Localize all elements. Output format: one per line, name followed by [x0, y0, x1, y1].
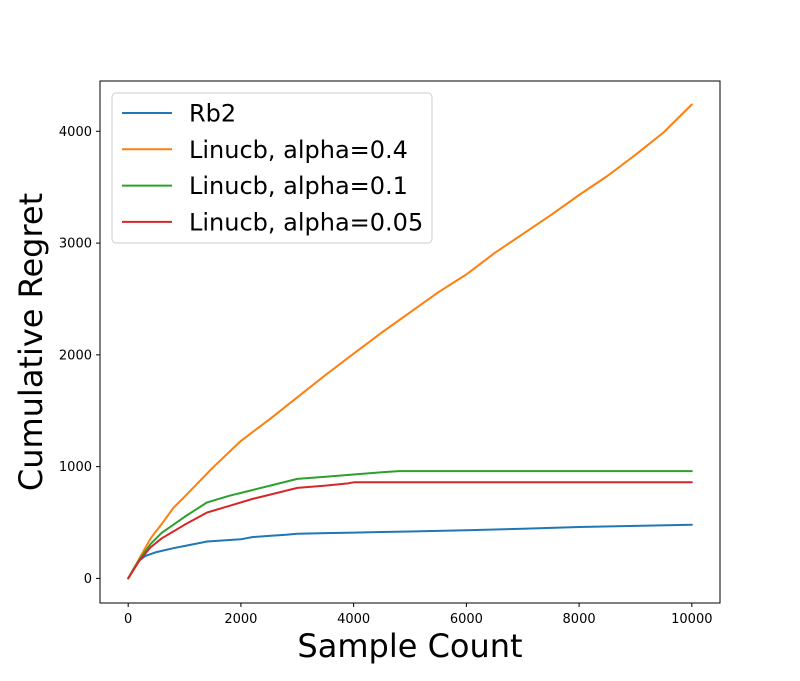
y-tick-label-4: 4000: [59, 125, 92, 140]
x-tick-label-3: 6000: [450, 612, 483, 627]
legend-label-0: Rb2: [189, 100, 236, 128]
y-tick-label-0: 0: [84, 572, 92, 587]
x-tick-label-0: 0: [124, 612, 132, 627]
y-axis-label: Cumulative Regret: [12, 193, 50, 491]
x-axis-ticks: 0 2000 4000 6000 8000 10000: [124, 603, 712, 627]
y-tick-label-1: 1000: [59, 460, 92, 475]
x-tick-label-5: 10000: [671, 612, 712, 627]
x-tick-label-2: 4000: [337, 612, 370, 627]
series-layer: [127, 103, 693, 580]
series-line-3: [127, 481, 693, 580]
legend-label-1: Linucb, alpha=0.4: [189, 136, 408, 164]
y-tick-label-3: 3000: [59, 237, 92, 252]
series-line-1: [127, 103, 693, 580]
series-line-2: [127, 470, 693, 580]
legend-label-2: Linucb, alpha=0.1: [189, 172, 408, 200]
x-tick-label-4: 8000: [563, 612, 596, 627]
y-axis-ticks: 0 1000 2000 3000 4000: [59, 125, 100, 587]
legend-box: [111, 92, 433, 244]
plot-frame: [99, 80, 721, 604]
x-axis-label: Sample Count: [297, 627, 522, 665]
x-tick-label-1: 2000: [224, 612, 257, 627]
legend: Rb2 Linucb, alpha=0.4 Linucb, alpha=0.1 Lin…: [111, 92, 433, 244]
legend-label-3: Linucb, alpha=0.05: [189, 208, 423, 236]
series-line-0: [127, 523, 693, 580]
y-tick-label-2: 2000: [59, 348, 92, 363]
